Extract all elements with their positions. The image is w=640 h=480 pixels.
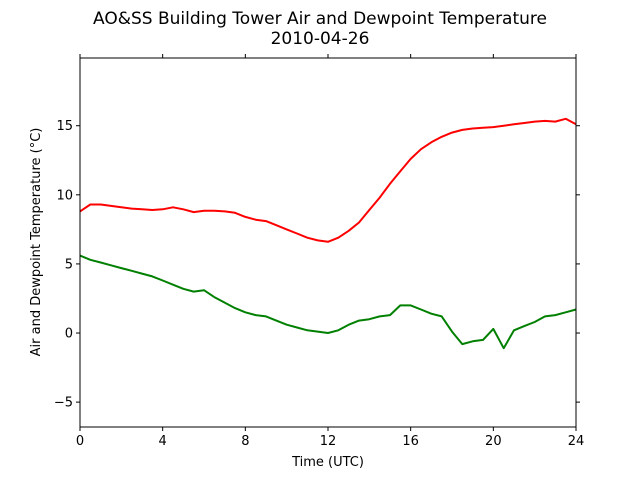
series-line-0 — [79, 117, 577, 243]
plot-frame — [79, 57, 577, 428]
x-tick-label-20: 20 — [485, 434, 502, 449]
chart-subtitle: 2010-04-26 — [271, 29, 370, 49]
series-layer — [79, 117, 577, 350]
y-tick-label-15: 15 — [56, 119, 73, 134]
y-tick-label-0: 0 — [65, 327, 73, 342]
x-tick-label-16: 16 — [402, 434, 419, 449]
x-tick-label-24: 24 — [568, 434, 585, 449]
x-tick-label-12: 12 — [320, 434, 337, 449]
y-tick-label-5: 5 — [65, 257, 73, 272]
x-tick-label-8: 8 — [241, 434, 249, 449]
y-tick-label-10: 10 — [56, 188, 73, 203]
ticks-layer: 0 4 8 12 16 20 24 −5 0 5 10 15 — [54, 54, 584, 449]
x-tick-label-4: 4 — [159, 434, 167, 449]
chart-title: AO&SS Building Tower Air and Dewpoint Te… — [93, 9, 547, 29]
x-tick-label-0: 0 — [76, 434, 84, 449]
series-line-1 — [79, 254, 577, 350]
y-tick-label--5: −5 — [54, 396, 73, 411]
x-axis-label: Time (UTC) — [291, 455, 364, 470]
y-axis-label: Air and Dewpoint Temperature (°C) — [29, 128, 44, 357]
